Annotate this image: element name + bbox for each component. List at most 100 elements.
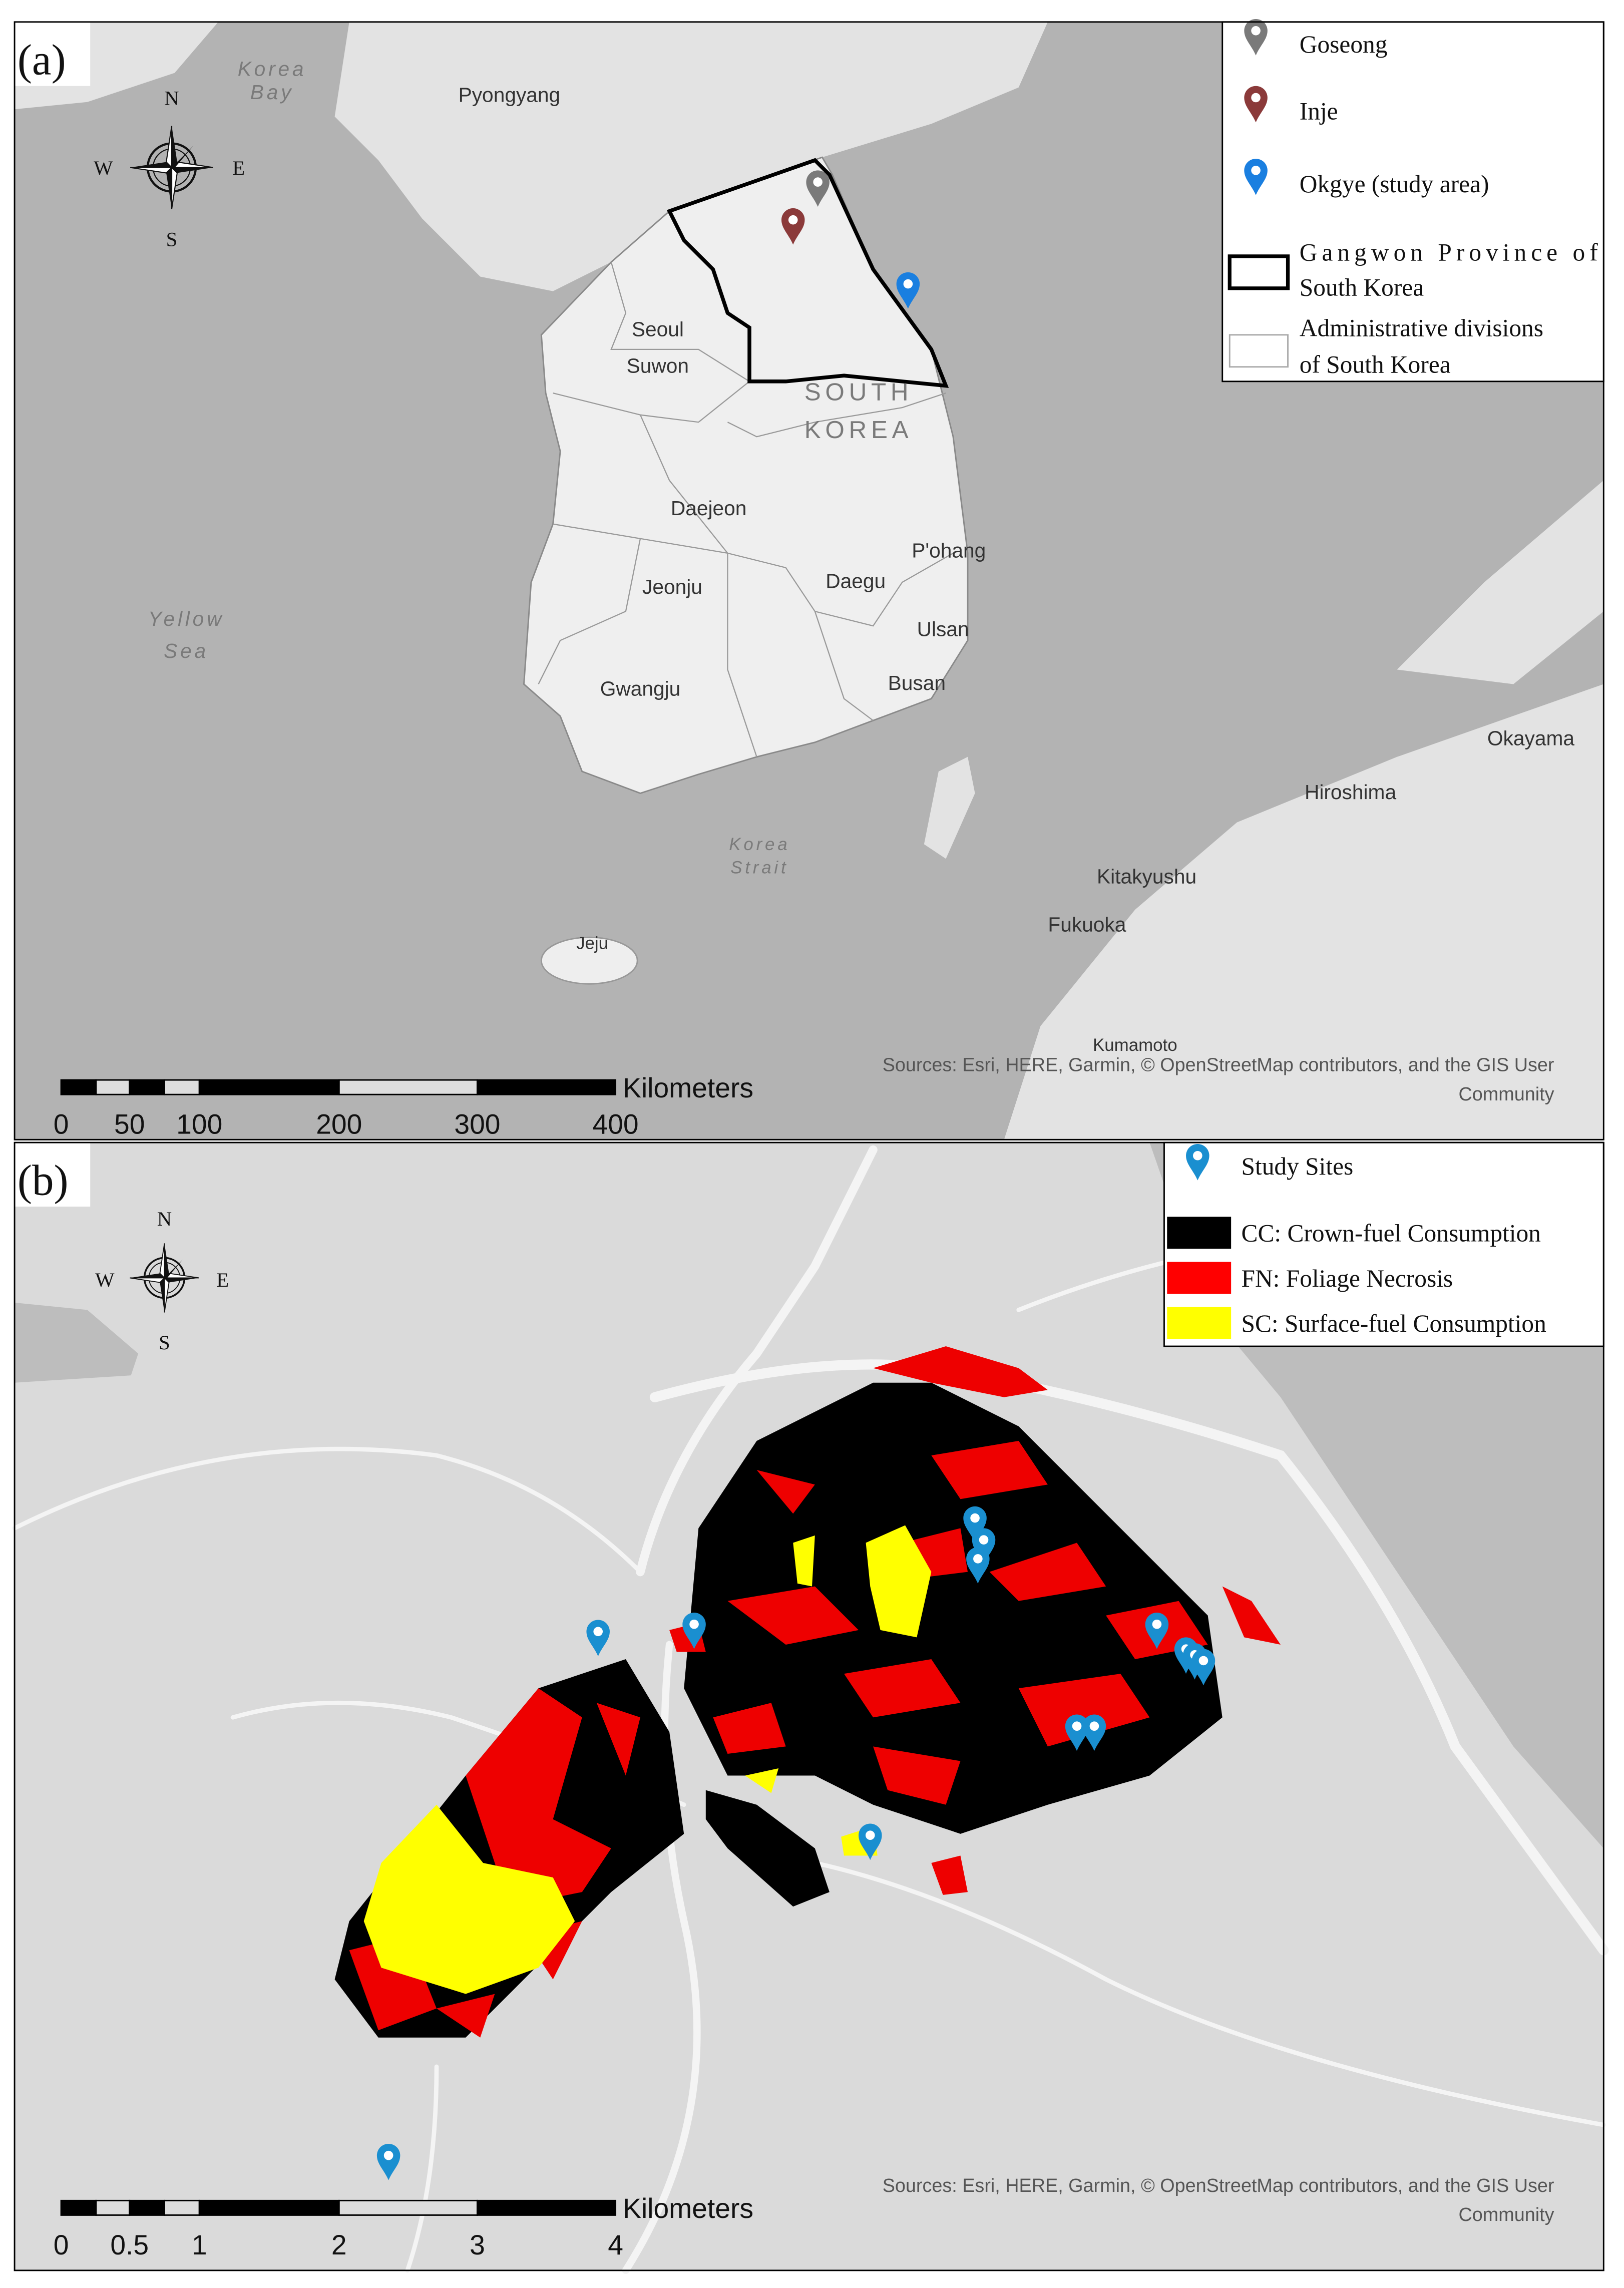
place-label: Daegu [826, 570, 886, 593]
path [538, 262, 954, 757]
fn-area [873, 1346, 1048, 1397]
scale-bar: 0 50 100 200 300 400 Kilometers [54, 1072, 753, 1140]
place-label: Okayama [1487, 727, 1574, 750]
place-label: Yellow [148, 607, 225, 630]
sc-area [745, 1768, 779, 1793]
scale-segment [476, 1079, 617, 1095]
scale-label: 0 [54, 1109, 69, 1140]
place-label: Ulsan [917, 618, 969, 641]
sources: Sources: Esri, HERE, Garmin, © OpenStree… [883, 1055, 1554, 1076]
legend-label: Inje [1300, 98, 1338, 125]
scale-segment [164, 2199, 200, 2216]
compass-w: W [94, 157, 113, 179]
sc-area [363, 1804, 575, 1994]
legend-label: South Korea [1300, 273, 1424, 301]
compass-e: E [216, 1269, 229, 1291]
scale-label: 200 [316, 1109, 362, 1140]
scale-unit: Kilometers [623, 1072, 753, 1103]
scale-label: 2 [331, 2229, 347, 2260]
panel-b: N S E W (b) Study Sites CC: Crown-fuel C… [12, 1141, 1609, 2274]
legend-symbol [1167, 1217, 1232, 1249]
legend-label: Gangwon Province of [1300, 239, 1598, 266]
scale-label: 0 [54, 2229, 69, 2260]
scale-segment [476, 2199, 617, 2216]
place-label: Korea [729, 835, 790, 854]
panel-frame [14, 21, 1604, 1140]
scale-segment [129, 2199, 165, 2216]
legend-label: Okgye (study area) [1300, 170, 1489, 198]
place-label: Kitakyushu [1097, 865, 1196, 888]
panel-a: Korea Bay Pyongyang Seoul Suwon SOUTH KO… [14, 19, 1604, 1140]
cc-area [705, 1790, 830, 1907]
legend-box [1222, 21, 1604, 383]
place-label: Kumamoto [1093, 1035, 1177, 1055]
compass-s: S [166, 228, 178, 250]
compass-s: S [159, 1331, 170, 1354]
place-label: Korea [238, 57, 307, 80]
scale-label: 50 [114, 1109, 145, 1140]
land [334, 22, 1048, 291]
path [636, 1145, 878, 1577]
panel-label-box [15, 1142, 91, 1207]
place-label: KOREA [804, 416, 913, 444]
place-label: Jeju [576, 933, 608, 953]
legend-box [1163, 1141, 1604, 1347]
place-label: Fukuoka [1048, 913, 1126, 936]
sc-area [793, 1535, 815, 1587]
fn-area [349, 1688, 640, 2038]
path [649, 1359, 1609, 1956]
scale-label: 400 [593, 1109, 639, 1140]
place-label: SOUTH [804, 378, 913, 406]
panel-frame [14, 1141, 1604, 2271]
panel-label: (a) [18, 35, 66, 84]
roads [12, 1145, 1609, 2274]
scale-unit: Kilometers [623, 2193, 753, 2224]
legend-label: of South Korea [1300, 350, 1451, 378]
scale-label: 1 [192, 2229, 207, 2260]
admin-divisions [538, 262, 954, 757]
place-label: Busan [888, 671, 946, 694]
scale-segment [164, 1079, 200, 1095]
scale-segment [95, 1079, 131, 1095]
water [15, 1302, 139, 1383]
scale-label: 300 [454, 1109, 500, 1140]
compass-n: N [164, 87, 179, 110]
legend-label: Goseong [1300, 31, 1388, 58]
scale-segment [60, 2199, 97, 2216]
legend-symbol [1229, 334, 1289, 368]
legend-label: Administrative divisions [1300, 314, 1543, 342]
legend-label: FN: Foliage Necrosis [1242, 1265, 1453, 1292]
legend-symbol [1228, 254, 1290, 290]
sources: Community [1459, 1084, 1554, 1105]
place-label: Strait [730, 858, 788, 877]
panel-label-box [15, 22, 91, 86]
jeju-island [540, 936, 638, 985]
compass-n: N [157, 1208, 172, 1230]
panel-label: (b) [18, 1156, 69, 1205]
path [813, 1860, 1606, 2127]
place-label: Seoul [632, 318, 684, 341]
legend-symbol [1167, 1262, 1232, 1294]
scale-segment [338, 1079, 478, 1095]
place-label: Sea [164, 639, 209, 662]
scale-segment [198, 2199, 340, 2216]
scale-segment [95, 2199, 131, 2216]
path [12, 1446, 643, 1574]
scale-label: 4 [608, 2229, 623, 2260]
sources: Sources: Esri, HERE, Garmin, © OpenStree… [883, 2175, 1554, 2196]
land [924, 756, 975, 859]
place-label: Gwangju [600, 677, 681, 700]
place-label: P'ohang [912, 539, 986, 562]
scale-segment [60, 1079, 97, 1095]
legend-label: Study Sites [1242, 1153, 1354, 1180]
legend-label: CC: Crown-fuel Consumption [1242, 1220, 1541, 1247]
compass-w: W [95, 1269, 115, 1291]
gangwon-outline [666, 158, 949, 388]
place-label: Pyongyang [459, 84, 561, 107]
scale-label: 0.5 [110, 2229, 149, 2260]
land [1004, 684, 1604, 1140]
place-label: Hiroshima [1305, 781, 1397, 804]
